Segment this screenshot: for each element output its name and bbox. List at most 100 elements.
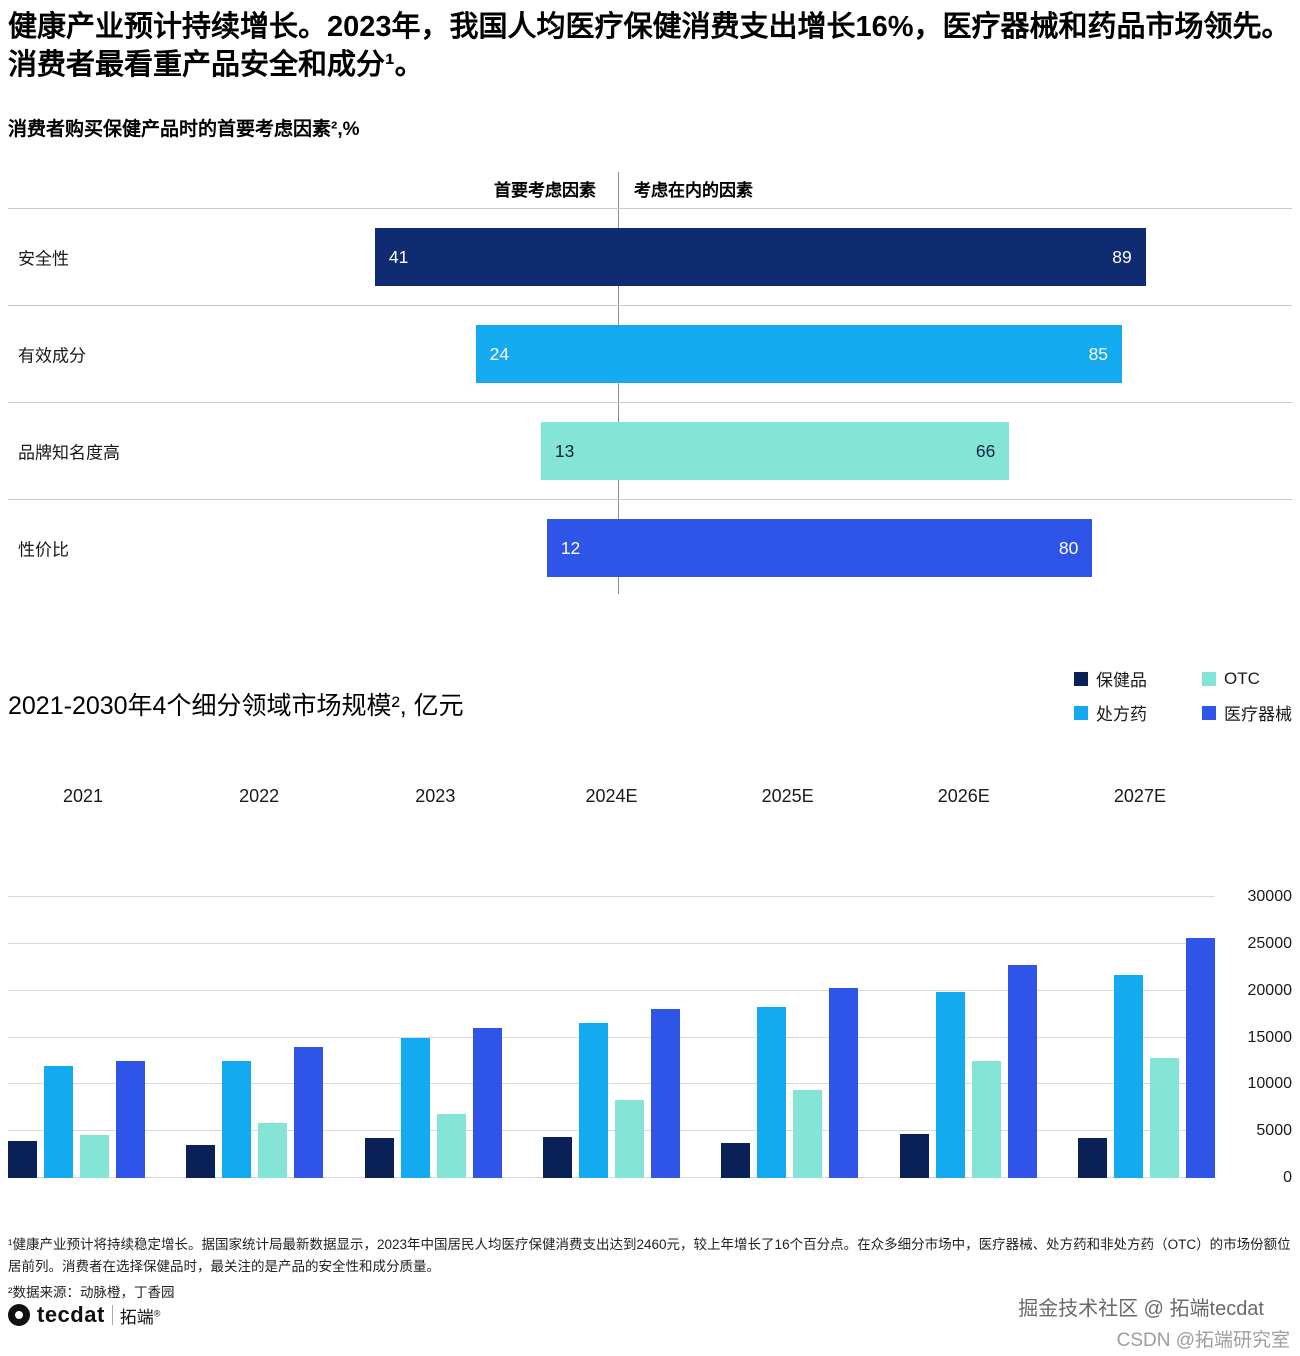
page-title: 健康产业预计持续增长。2023年，我国人均医疗保健消费支出增长16%，医疗器械和… bbox=[8, 11, 1291, 82]
y-axis-label: 15000 bbox=[1247, 1028, 1293, 1046]
year-label: 2021 bbox=[62, 786, 104, 806]
consideration-bar: 12 80 bbox=[546, 519, 1093, 577]
legend-item: OTC bbox=[1202, 666, 1292, 691]
logo-chinese-text: 拓端® bbox=[120, 1303, 161, 1328]
registered-mark: ® bbox=[153, 1307, 161, 1318]
legend-swatch bbox=[1074, 671, 1088, 686]
year-label: 2025E bbox=[761, 786, 814, 806]
bar-医疗器械 bbox=[116, 1060, 145, 1178]
year-labels: 2021 2022 2023 2024E 2025E 2026E 2027E bbox=[8, 786, 1215, 807]
year-label: 2024E bbox=[585, 786, 638, 806]
legend-label: OTC bbox=[1224, 668, 1260, 688]
tecdat-logo: tecdat 拓端® bbox=[8, 1302, 160, 1328]
y-axis-label: 10000 bbox=[1247, 1075, 1293, 1093]
primary-value: 13 bbox=[554, 441, 575, 461]
consideration-row: 安全性 41 89 bbox=[8, 208, 1292, 305]
gridline bbox=[8, 989, 1215, 991]
bar-保健品 bbox=[364, 1137, 394, 1178]
year-label: 2026E bbox=[937, 786, 990, 806]
bar-OTC bbox=[793, 1089, 823, 1178]
bar-处方药 bbox=[935, 991, 965, 1178]
year-label: 2022 bbox=[239, 786, 280, 806]
gridline bbox=[8, 1177, 1215, 1178]
bar-groups bbox=[8, 938, 1215, 1178]
bar-处方药 bbox=[400, 1037, 430, 1178]
legend-item: 处方药 bbox=[1074, 700, 1202, 725]
legend-item: 医疗器械 bbox=[1202, 700, 1292, 725]
row-label: 安全性 bbox=[18, 249, 69, 269]
bar-保健品 bbox=[721, 1143, 751, 1178]
logo-chinese-label: 拓端 bbox=[119, 1307, 154, 1327]
gridline bbox=[8, 942, 1215, 944]
watermark-line1: 掘金技术社区 @ 拓端tecdat bbox=[1018, 1298, 1264, 1320]
row-label: 性价比 bbox=[18, 540, 69, 560]
consideration-chart: 首要考虑因素 考虑在内的因素 安全性 41 89 有效成分 24 85 品牌知名度高 13 66… bbox=[8, 168, 1292, 596]
logo-text: tecdat bbox=[37, 1302, 105, 1327]
bar-医疗器械 bbox=[1007, 965, 1037, 1178]
bar-医疗器械 bbox=[472, 1028, 502, 1178]
column-divider-line bbox=[618, 172, 619, 594]
consideration-chart-title: 消费者购买保健产品时的首要考虑因素²,% bbox=[8, 119, 360, 140]
gridline bbox=[8, 1130, 1215, 1132]
y-axis: 0 5000 10000 15000 20000 25000 30000 bbox=[1222, 888, 1293, 1186]
bar-OTC bbox=[80, 1134, 109, 1178]
considered-value: 66 bbox=[975, 441, 996, 461]
legend-label: 处方药 bbox=[1096, 705, 1147, 724]
bar-OTC bbox=[971, 1060, 1001, 1178]
bar-group bbox=[899, 965, 1037, 1178]
consideration-bar: 24 85 bbox=[475, 325, 1123, 383]
bar-保健品 bbox=[899, 1133, 929, 1178]
bar-医疗器械 bbox=[294, 1046, 324, 1178]
bar-医疗器械 bbox=[1185, 938, 1215, 1178]
gridline bbox=[8, 1083, 1215, 1085]
y-axis-label: 30000 bbox=[1247, 888, 1293, 905]
y-axis-label: 25000 bbox=[1247, 934, 1293, 952]
consideration-bar: 41 89 bbox=[374, 228, 1146, 286]
watermark-line2: CSDN @拓端研究室 bbox=[1116, 1330, 1290, 1351]
column-header-considered: 考虑在内的因素 bbox=[634, 181, 753, 200]
consideration-rows: 安全性 41 89 有效成分 24 85 品牌知名度高 13 66 性价比 12 80 bbox=[8, 208, 1292, 596]
year-label: 2023 bbox=[415, 786, 456, 806]
bar-保健品 bbox=[8, 1141, 37, 1178]
y-axis-label: 20000 bbox=[1247, 981, 1293, 999]
bar-处方药 bbox=[1113, 974, 1143, 1178]
bar-保健品 bbox=[186, 1145, 216, 1178]
market-plot bbox=[8, 896, 1215, 1178]
consideration-column-headers: 首要考虑因素 考虑在内的因素 bbox=[8, 176, 1292, 208]
legend-label: 保健品 bbox=[1096, 671, 1147, 690]
footnote-1: ¹健康产业预计将持续稳定增长。据国家统计局最新数据显示，2023年中国居民人均医… bbox=[8, 1237, 1291, 1275]
legend-swatch bbox=[1202, 671, 1216, 686]
bar-group bbox=[542, 1009, 680, 1178]
considered-value: 89 bbox=[1112, 247, 1132, 267]
primary-value: 12 bbox=[560, 538, 581, 558]
watermark: 掘金技术社区 @ 拓端tecdat CSDN @拓端研究室 bbox=[1018, 1292, 1290, 1352]
bar-group bbox=[364, 1028, 502, 1178]
bar-group bbox=[1077, 938, 1215, 1178]
bar-OTC bbox=[1149, 1058, 1179, 1178]
bar-处方药 bbox=[222, 1060, 252, 1178]
considered-value: 85 bbox=[1088, 344, 1109, 364]
bar-保健品 bbox=[1077, 1137, 1107, 1178]
y-axis-label: 0 bbox=[1283, 1169, 1292, 1186]
consideration-row: 性价比 12 80 bbox=[8, 499, 1292, 596]
bar-OTC bbox=[258, 1122, 288, 1178]
year-label: 2027E bbox=[1113, 786, 1166, 806]
bar-OTC bbox=[436, 1114, 466, 1178]
primary-value: 41 bbox=[388, 247, 409, 267]
row-label: 有效成分 bbox=[18, 346, 86, 366]
considered-value: 80 bbox=[1058, 538, 1079, 558]
legend-swatch bbox=[1202, 705, 1216, 720]
market-chart-title: 2021-2030年4个细分领域市场规模², 亿元 bbox=[8, 692, 464, 720]
tecdat-logo-icon bbox=[8, 1304, 30, 1326]
row-label: 品牌知名度高 bbox=[18, 443, 120, 463]
primary-value: 24 bbox=[489, 344, 510, 364]
logo-divider bbox=[111, 1305, 113, 1325]
legend-swatch bbox=[1074, 705, 1088, 720]
bar-group bbox=[186, 1046, 324, 1178]
y-axis-label: 5000 bbox=[1256, 1122, 1292, 1140]
bar-医疗器械 bbox=[829, 987, 859, 1178]
consideration-row: 有效成分 24 85 bbox=[8, 305, 1292, 402]
legend: 保健品 OTC 处方药 医疗器械 bbox=[1074, 666, 1292, 725]
bar-医疗器械 bbox=[650, 1009, 680, 1178]
